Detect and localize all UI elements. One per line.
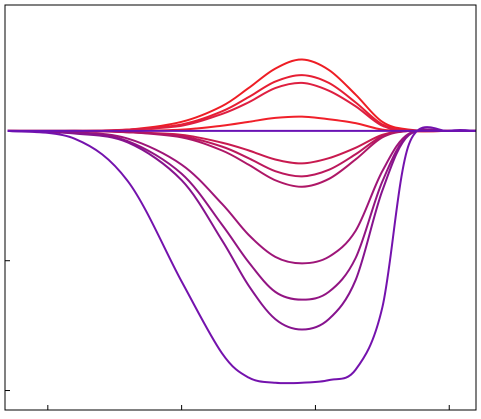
plot-frame — [4, 4, 477, 411]
series-line — [7, 81, 476, 133]
series-line — [7, 128, 476, 331]
series-line — [7, 58, 476, 133]
series-line — [7, 128, 476, 265]
series-line — [7, 126, 476, 385]
